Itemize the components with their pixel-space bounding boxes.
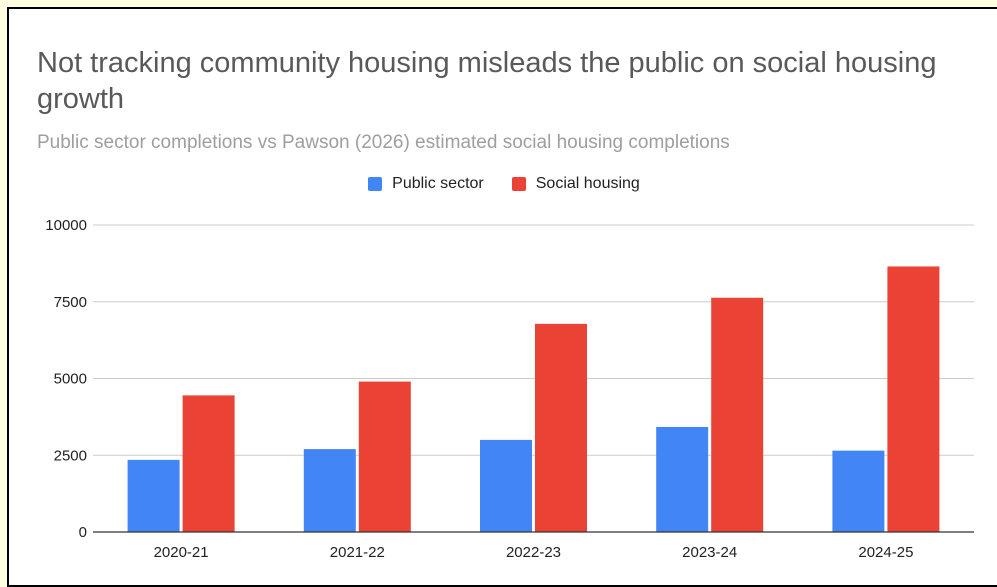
bar-chart-plot: 0 2500 5000 7500 10000 2020-21 2021-22 2022-23 2… <box>45 217 974 561</box>
bar-public-sector[interactable] <box>303 449 356 532</box>
bar-public-sector[interactable] <box>127 459 180 532</box>
bar-social-housing[interactable] <box>358 381 411 532</box>
y-tick-label: 5000 <box>54 371 87 388</box>
chart-card: Not tracking community housing misleads … <box>7 7 997 587</box>
chart-legend: Public sector Social housing <box>9 175 997 193</box>
bar-public-sector[interactable] <box>480 439 532 532</box>
chart-subtitle: Public sector completions vs Pawson (202… <box>37 132 730 153</box>
x-tick-label: 2023-24 <box>682 544 737 561</box>
bar-social-housing[interactable] <box>182 395 235 532</box>
bar-social-housing[interactable] <box>535 323 587 532</box>
x-tick-label: 2022-23 <box>506 544 561 561</box>
legend-swatch-public-sector <box>368 177 383 191</box>
x-tick-label: 2021-22 <box>330 544 385 561</box>
legend-item-public-sector[interactable]: Public sector <box>368 175 484 193</box>
legend-item-social-housing[interactable]: Social housing <box>511 175 640 193</box>
x-tick-label: 2024-25 <box>858 544 913 561</box>
y-tick-label: 0 <box>79 524 87 541</box>
legend-label-social-housing: Social housing <box>535 175 640 192</box>
chart-title: Not tracking community housing misleads … <box>37 47 937 115</box>
bar-public-sector[interactable] <box>656 427 709 532</box>
x-tick-label: 2020-21 <box>154 544 209 561</box>
y-tick-label: 10000 <box>45 217 87 234</box>
bar-social-housing[interactable] <box>711 297 764 532</box>
legend-label-public-sector: Public sector <box>392 175 484 192</box>
y-tick-label: 7500 <box>54 294 87 311</box>
y-tick-label: 2500 <box>54 447 87 464</box>
legend-swatch-social-housing <box>511 177 526 191</box>
bar-social-housing[interactable] <box>887 266 940 532</box>
bar-public-sector[interactable] <box>832 450 885 532</box>
